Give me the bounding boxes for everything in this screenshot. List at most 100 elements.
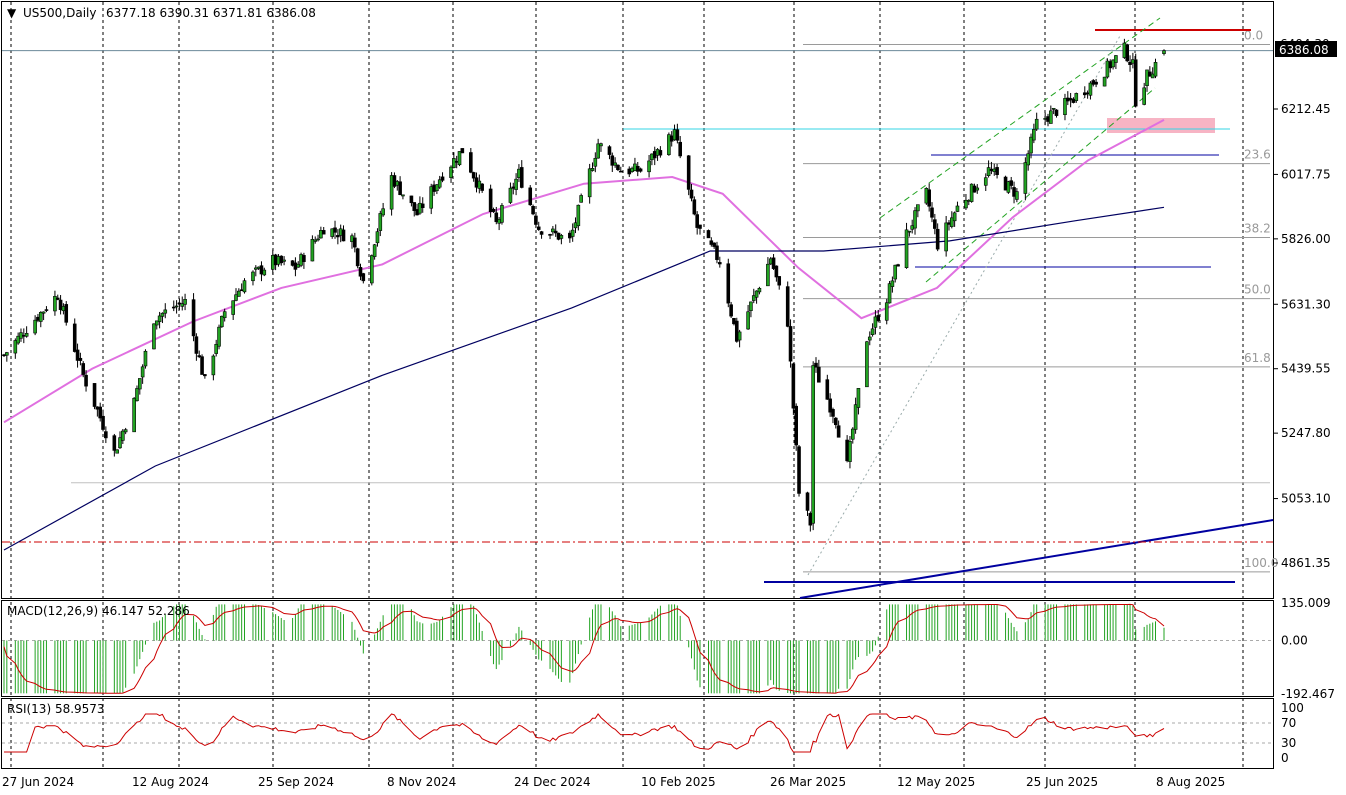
candle-body [44, 309, 49, 311]
candle-body [157, 315, 162, 322]
candle-body [873, 316, 878, 328]
channel-upper [879, 17, 1161, 219]
candle-body [774, 265, 779, 278]
candle-body [231, 300, 235, 315]
candle-body [715, 245, 719, 260]
ma200-line [3, 206, 1165, 551]
candle-body [500, 205, 504, 223]
candle-body [24, 333, 29, 337]
candle-body [101, 415, 105, 430]
candle-body [1125, 44, 1130, 62]
candle-body [316, 238, 320, 241]
candle-body [435, 184, 439, 192]
candle-body [887, 283, 892, 304]
candle-body [712, 242, 716, 247]
candle-body [907, 230, 912, 233]
candle-body [587, 168, 592, 198]
y-tick-label: 5826.00 [1281, 232, 1331, 246]
candle-body [706, 230, 711, 239]
y-tick-label: 6017.75 [1281, 167, 1331, 181]
x-tick-label: 10 Feb 2025 [641, 775, 716, 789]
macd-y-label: 0.00 [1281, 634, 1308, 648]
time-axis: 27 Jun 2024 12 Aug 2024 25 Sep 2024 8 Nov 2… [2, 775, 1225, 789]
candle-body [358, 267, 363, 277]
candle-body [548, 234, 552, 236]
candle-body [964, 199, 968, 209]
y-tick-label: 5631.30 [1281, 297, 1331, 311]
fib-level-label: 100.0 [1244, 556, 1278, 570]
candle-body [1162, 50, 1166, 54]
candle-body [152, 323, 156, 350]
candle-body [726, 263, 731, 304]
candle-body [234, 294, 238, 301]
macd-signal-line [3, 603, 1165, 694]
last-price-tag: 6386.08 [1279, 43, 1329, 57]
candle-body [183, 299, 187, 305]
candle-body [5, 352, 9, 356]
candle-body [41, 311, 46, 314]
candle-body [123, 429, 128, 433]
trendline [799, 519, 1274, 599]
candle-body [955, 205, 960, 212]
candle-body [174, 305, 179, 308]
candle-body [689, 189, 694, 199]
candle-body [1023, 162, 1028, 194]
candle-body [1088, 82, 1093, 96]
candle-body [171, 306, 176, 309]
candle-body [944, 222, 948, 252]
candle-body [341, 229, 346, 242]
fib-level-label: 38.2 [1244, 222, 1271, 236]
candle-body [389, 175, 394, 210]
candle-body [1015, 191, 1019, 200]
price-axis: 6212.45 6017.75 5826.00 5631.30 5439.55 5247.… [1273, 102, 1331, 570]
candle-body [890, 280, 895, 287]
candle-body [1111, 59, 1115, 68]
y-tick-label: 5439.55 [1281, 362, 1331, 376]
symbol-arrow-icon[interactable]: ▼ [7, 6, 17, 20]
candle-body [197, 355, 202, 358]
candle-body [401, 194, 405, 197]
candle-body [536, 226, 541, 230]
candle-body [1029, 136, 1033, 154]
candle-body [1032, 129, 1036, 141]
candle-body [160, 312, 165, 317]
rsi-y-label: 30 [1281, 736, 1296, 750]
candle-body [969, 183, 974, 202]
candle-body [75, 349, 80, 361]
candle-body [449, 166, 453, 178]
fib-level-label: 50.0 [1244, 283, 1271, 297]
candle-body [811, 365, 815, 524]
macd-y-label: -192.467 [1281, 687, 1335, 701]
candle-body [698, 224, 702, 229]
candle-body [33, 319, 37, 334]
candle-body [220, 315, 224, 328]
candle-body [429, 186, 434, 209]
rsi-y-label: 70 [1281, 716, 1296, 730]
candle-body [658, 150, 663, 156]
candle-body [788, 326, 793, 362]
candle-body [333, 227, 337, 233]
channel-lower [925, 87, 1156, 283]
candle-body [92, 383, 97, 407]
candle-body [599, 143, 603, 147]
candle-body [1142, 87, 1146, 105]
candle-body [262, 269, 267, 276]
candle-body [514, 178, 518, 190]
candle-body [143, 350, 148, 367]
support-zone [1107, 118, 1215, 133]
candle-body [613, 162, 617, 166]
candle-body [519, 167, 524, 188]
moving-averages [3, 119, 1165, 551]
candle-body [370, 255, 374, 284]
candle-body [1051, 107, 1056, 110]
candle-body [751, 295, 756, 301]
candle-body [1145, 69, 1149, 86]
candle-body [576, 204, 581, 227]
candle-body [596, 143, 600, 159]
candle-body [375, 231, 380, 244]
candle-body [53, 296, 57, 312]
candle-body [222, 311, 227, 319]
candle-body [279, 255, 284, 264]
candle-body [55, 297, 60, 300]
